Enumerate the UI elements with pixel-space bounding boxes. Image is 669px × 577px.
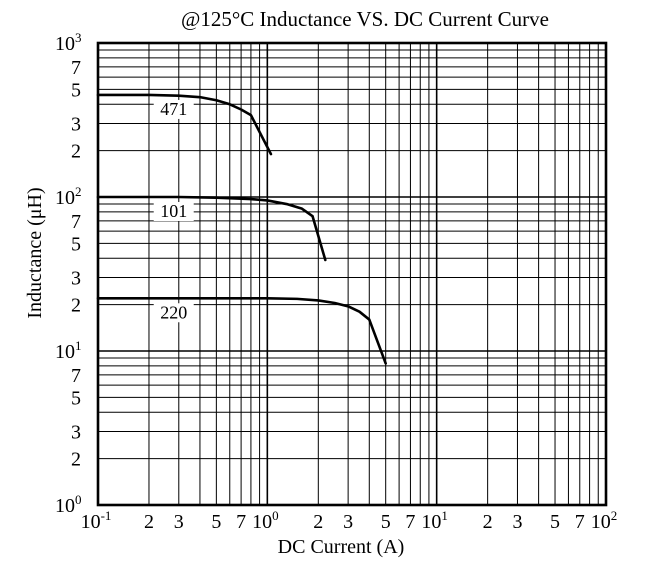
tick-exponent: 1 — [441, 508, 448, 523]
tick-label: 7 — [405, 511, 415, 533]
curve-101 — [96, 195, 327, 262]
tick-label: 2 — [483, 511, 493, 533]
chart-title: @125°C Inductance VS. DC Current Curve — [181, 7, 549, 31]
tick-exponent: -1 — [101, 508, 112, 523]
tick-label: 5 — [211, 511, 221, 533]
tick-exponent: 1 — [75, 338, 82, 353]
curve-label-471: 471 — [160, 99, 187, 119]
tick-label: 101 — [55, 338, 82, 363]
tick-label: 3 — [71, 422, 81, 444]
tick-label: 5 — [381, 511, 391, 533]
tick-label: 3 — [174, 511, 184, 533]
curve-471 — [96, 93, 273, 156]
tick-label: 2 — [71, 141, 81, 163]
tick-label: 103 — [55, 30, 82, 55]
tick-exponent: 3 — [75, 30, 82, 45]
tick-label: 5 — [71, 233, 81, 255]
curve-label-101: 101 — [160, 201, 187, 221]
grid — [98, 43, 606, 505]
tick-label: 10-1 — [81, 508, 112, 533]
tick-label: 3 — [512, 511, 522, 533]
tick-label: 2 — [71, 449, 81, 471]
tick-label: 7 — [71, 365, 81, 387]
tick-base: 10 — [55, 187, 75, 209]
curve-label-background — [153, 303, 194, 323]
tick-base: 10 — [81, 511, 101, 533]
plot-frame — [96, 41, 608, 507]
tick-base: 10 — [252, 511, 272, 533]
tick-label: 102 — [591, 508, 618, 533]
tick-label: 7 — [71, 57, 81, 79]
tick-label: 3 — [343, 511, 353, 533]
tick-label: 5 — [71, 79, 81, 101]
tick-label: 102 — [55, 184, 82, 209]
tick-label: 5 — [71, 387, 81, 409]
tick-label: 100 — [252, 508, 279, 533]
tick-label: 100 — [55, 492, 82, 517]
tick-base: 10 — [591, 511, 611, 533]
tick-label: 2 — [71, 295, 81, 317]
x-axis-ticks: 10-1 2 3 5 7 100 2 3 5 7 101 2 3 5 7 102 — [81, 508, 618, 533]
tick-label: 7 — [575, 511, 585, 533]
tick-base: 10 — [55, 33, 75, 55]
curve-label-background — [153, 202, 194, 221]
y-axis-label: Inductance (μH) — [24, 187, 46, 318]
tick-exponent: 0 — [75, 492, 82, 507]
x-axis-label: DC Current (A) — [278, 536, 405, 558]
tick-label: 5 — [550, 511, 560, 533]
tick-label: 3 — [71, 114, 81, 136]
curve-labels: 471 101 220 — [153, 99, 194, 323]
tick-base: 10 — [421, 511, 441, 533]
tick-base: 10 — [55, 341, 75, 363]
tick-exponent: 2 — [75, 184, 82, 199]
tick-exponent: 2 — [611, 508, 618, 523]
curve-220 — [96, 296, 387, 365]
tick-label: 7 — [71, 211, 81, 233]
curve-label-220: 220 — [160, 302, 187, 322]
tick-label: 3 — [71, 268, 81, 290]
tick-label: 7 — [236, 511, 246, 533]
curves — [96, 93, 387, 365]
curve-label-background — [153, 99, 194, 119]
tick-label: 2 — [313, 511, 323, 533]
tick-base: 10 — [55, 495, 75, 517]
tick-exponent: 0 — [272, 508, 279, 523]
tick-label: 2 — [144, 511, 154, 533]
tick-label: 101 — [421, 508, 448, 533]
